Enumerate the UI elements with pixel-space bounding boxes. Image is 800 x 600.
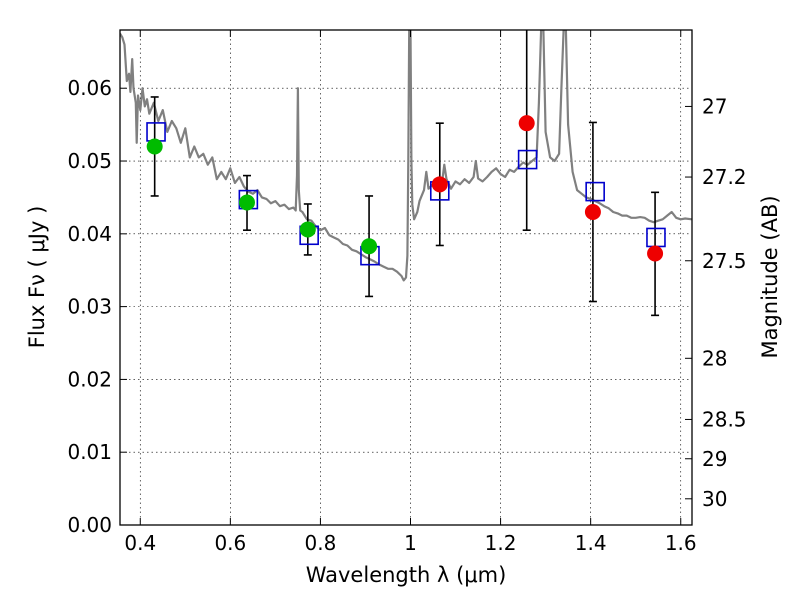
y-tick-label: 0.03 <box>67 295 112 319</box>
y2-tick-label: 28 <box>702 346 727 370</box>
y2-tick-label: 27 <box>702 94 727 118</box>
detection-series <box>146 115 664 262</box>
y2-tick-label: 28.5 <box>702 407 747 431</box>
plot-area <box>120 30 692 317</box>
y2-tick-label: 30 <box>702 487 727 511</box>
y2-tick-label: 29 <box>702 447 727 471</box>
y-axis: 0.00 0.01 0.02 0.03 0.04 0.05 0.06 <box>67 76 127 537</box>
data-point-marker <box>239 194 256 211</box>
x-tick-label: 0.6 <box>214 531 246 555</box>
data-point-marker <box>518 115 535 132</box>
model-square-marker <box>646 227 666 248</box>
x-tick-label: 1 <box>404 531 417 555</box>
data-point-marker <box>361 238 378 255</box>
data-point-marker <box>431 176 448 193</box>
y-axis-label: Flux Fν ( μJy ) <box>25 206 49 349</box>
x-tick-label: 0.4 <box>124 531 156 555</box>
y-tick-label: 0.06 <box>67 76 112 100</box>
model-square-marker <box>146 122 166 142</box>
y2-tick-label: 27.2 <box>702 165 747 189</box>
y-tick-label: 0.05 <box>67 149 112 173</box>
x-tick-label: 1.6 <box>665 531 697 555</box>
x-tick-label: 0.8 <box>305 531 337 555</box>
data-point-marker <box>584 203 601 220</box>
y-tick-label: 0.04 <box>67 222 112 246</box>
y2-axis-label: Magnitude (AB) <box>758 195 782 358</box>
y2-tick-label: 27.5 <box>702 249 747 273</box>
x-tick-label: 1.2 <box>485 531 517 555</box>
y-tick-label: 0.02 <box>67 367 112 391</box>
x-tick-label: 1.4 <box>575 531 607 555</box>
model-square-marker <box>517 149 538 170</box>
y-tick-label: 0.01 <box>67 440 112 464</box>
model-square-marker <box>585 181 605 202</box>
x-axis: 0.4 0.6 0.8 1 1.2 1.4 1.6 <box>124 30 697 555</box>
y-tick-label: 0.00 <box>67 513 112 537</box>
error-bars <box>150 30 660 317</box>
data-point-marker <box>146 138 163 155</box>
plot-frame <box>119 29 693 526</box>
data-point-marker <box>647 245 664 262</box>
spectrum-line <box>120 30 692 282</box>
data-point-marker <box>299 221 316 238</box>
x-axis-label: Wavelength λ (μm) <box>306 563 507 587</box>
spectrum-series <box>120 30 692 282</box>
model-photometry-series <box>146 122 666 266</box>
y2-axis: 27 27.2 27.5 28 28.5 29 30 <box>685 94 747 511</box>
